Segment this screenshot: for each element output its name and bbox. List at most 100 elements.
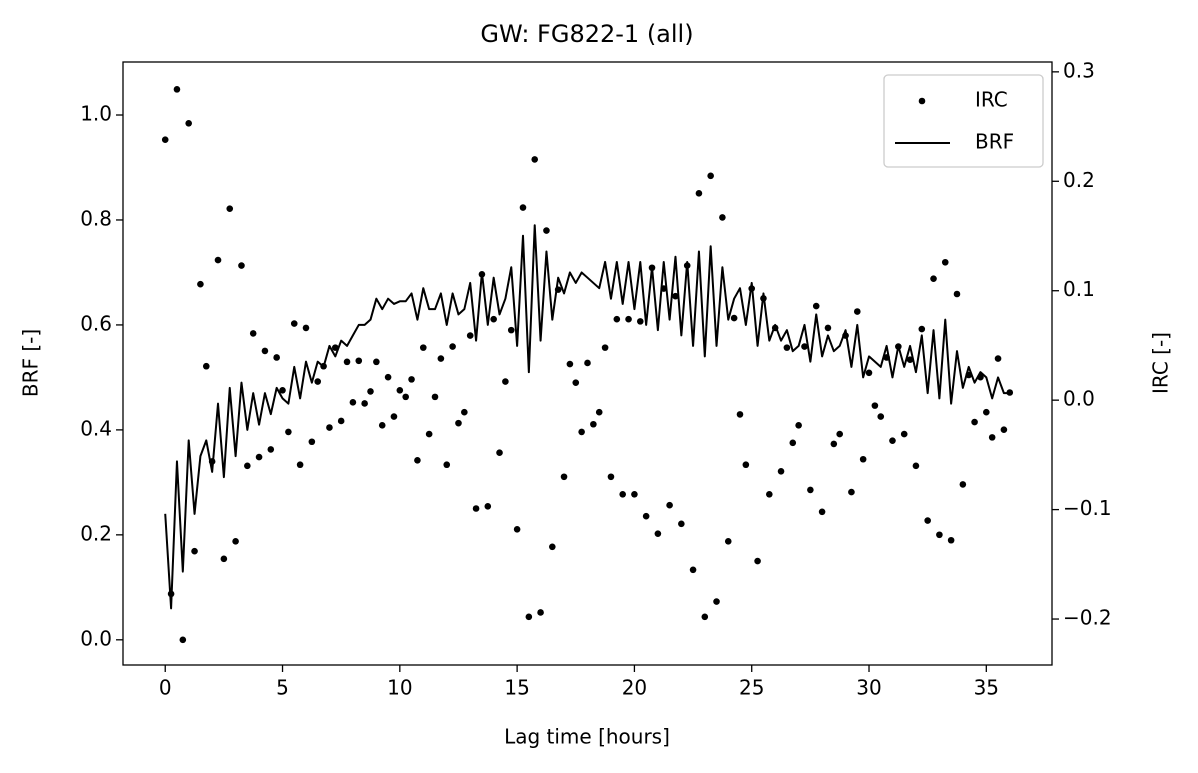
y2-tick-label: 0.0 [1063, 387, 1095, 411]
y2-axis-label: IRC [-] [1149, 332, 1173, 394]
irc-point [871, 402, 879, 409]
irc-point [502, 378, 509, 385]
irc-point [343, 358, 351, 366]
irc-point [267, 446, 275, 453]
irc-point [848, 488, 855, 496]
irc-point [1006, 389, 1014, 396]
irc-point [906, 356, 914, 363]
brf-line [164, 224, 1010, 610]
y2-tick-label: 0.1 [1063, 277, 1095, 301]
irc-point [191, 547, 198, 555]
plot-frame [122, 61, 1053, 666]
irc-point [249, 330, 257, 337]
irc-point [642, 512, 650, 520]
irc-point [853, 308, 861, 315]
irc-point [918, 325, 926, 333]
irc-point [812, 302, 820, 310]
irc-point [971, 418, 978, 426]
irc-point [818, 508, 826, 516]
y-tick-label: 0.8 [80, 206, 112, 230]
x-tick-label: 15 [504, 676, 529, 700]
x-axis-label: Lag time [hours] [504, 725, 670, 749]
y-tick-label: 0.2 [80, 521, 112, 545]
irc-point [572, 379, 580, 386]
irc-point [619, 490, 626, 498]
irc-point [449, 343, 456, 350]
irc-point [531, 156, 539, 163]
y-axis-label: BRF [-] [19, 329, 43, 397]
irc-point [431, 393, 439, 401]
irc-point [736, 411, 744, 418]
irc-point [830, 440, 838, 448]
irc-point [244, 462, 251, 470]
irc-point [214, 256, 222, 264]
irc-point [355, 357, 363, 365]
irc-point [994, 355, 1002, 362]
irc-point [273, 354, 280, 361]
legend-marker [918, 97, 926, 105]
y-tick-label: 0.4 [80, 416, 112, 440]
irc-point [543, 227, 550, 234]
irc-point [279, 387, 286, 394]
irc-point [859, 455, 867, 463]
irc-point [566, 360, 574, 368]
irc-point [900, 430, 908, 438]
irc-point [202, 362, 210, 370]
irc-point [261, 347, 269, 355]
legend-label: IRC [975, 88, 1008, 112]
irc-point [373, 358, 380, 366]
irc-point [824, 324, 832, 332]
irc-point [801, 343, 808, 350]
irc-point [513, 525, 521, 533]
irc-point [766, 490, 773, 498]
irc-point [695, 190, 703, 197]
irc-point [631, 490, 638, 498]
x-tick-label: 5 [276, 676, 289, 700]
irc-point [361, 400, 368, 407]
irc-point [255, 453, 263, 461]
irc-point [1000, 426, 1008, 434]
irc-point [953, 290, 961, 298]
irc-point [613, 315, 621, 323]
irc-point [836, 430, 843, 438]
irc-point [179, 636, 187, 644]
irc-point [390, 413, 398, 420]
irc-point [789, 439, 797, 447]
irc-point [701, 613, 709, 621]
irc-point [507, 326, 515, 334]
irc-point [959, 481, 967, 488]
irc-point [936, 531, 943, 539]
irc-point [930, 275, 937, 282]
irc-point [889, 437, 896, 444]
irc-point [367, 388, 374, 395]
irc-point [238, 262, 245, 269]
irc-point [349, 399, 357, 406]
irc-point [941, 258, 949, 266]
x-tick-label: 35 [974, 676, 999, 700]
irc-point [672, 292, 679, 300]
irc-point [625, 315, 632, 323]
irc-point [549, 543, 556, 551]
irc-point [314, 378, 322, 385]
irc-point [719, 214, 726, 221]
irc-point [924, 517, 931, 524]
irc-point [795, 422, 802, 429]
irc-point [220, 555, 228, 563]
irc-point [525, 613, 533, 621]
irc-point [590, 420, 597, 428]
irc-point [678, 520, 685, 528]
irc-point [912, 462, 920, 470]
irc-point [496, 449, 503, 456]
irc-point [419, 344, 427, 351]
irc-point [232, 538, 239, 545]
irc-point [865, 369, 873, 377]
irc-point [578, 428, 585, 436]
irc-point [443, 461, 451, 469]
y2-tick-label: −0.2 [1063, 606, 1112, 630]
y2-tick-label: 0.2 [1063, 168, 1095, 192]
irc-point [472, 505, 480, 512]
irc-point [226, 205, 234, 212]
irc-point [455, 419, 462, 427]
irc-point [713, 598, 720, 605]
